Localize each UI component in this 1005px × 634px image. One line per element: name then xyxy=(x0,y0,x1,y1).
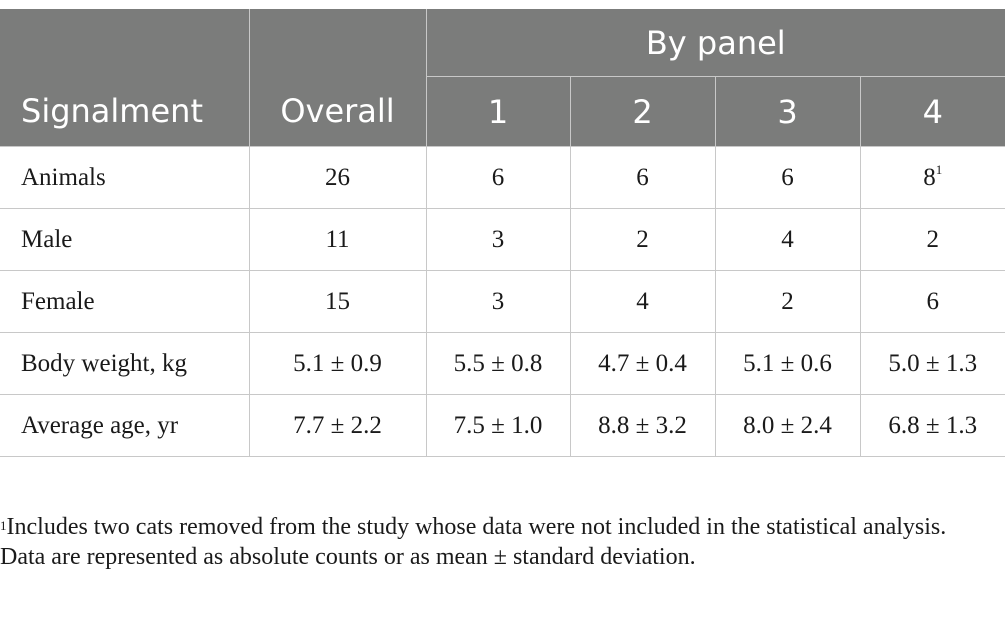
table-row-average-age: Average age, yr 7.7 ± 2.2 7.5 ± 1.0 8.8 … xyxy=(0,394,1005,457)
cell-panel-4: 6.8 ± 1.3 xyxy=(859,394,1005,457)
cell-overall: 11 xyxy=(248,208,427,271)
signalment-column-header: Signalment xyxy=(0,9,250,147)
cell-panel-3: 2 xyxy=(714,270,861,333)
cell-overall: 15 xyxy=(248,270,427,333)
panel-1-header: 1 xyxy=(425,76,571,147)
table-row-female: Female 15 3 4 2 6 xyxy=(0,270,1005,333)
row-label: Male xyxy=(0,208,250,271)
table-footnotes: 1Includes two cats removed from the stud… xyxy=(0,512,1000,572)
footnote-2: Data are represented as absolute counts … xyxy=(0,544,696,570)
cell-panel-1: 3 xyxy=(425,208,571,271)
row-label: Average age, yr xyxy=(0,394,250,457)
panel-2-header: 2 xyxy=(569,76,716,147)
overall-column-header: Overall xyxy=(248,9,427,147)
by-panel-group-header: By panel xyxy=(425,9,1005,77)
cell-panel-3: 4 xyxy=(714,208,861,271)
panel-4-header: 4 xyxy=(859,76,1005,147)
cell-panel-1: 7.5 ± 1.0 xyxy=(425,394,571,457)
row-label: Female xyxy=(0,270,250,333)
cell-panel-2: 2 xyxy=(569,208,716,271)
cell-panel-3: 6 xyxy=(714,146,861,209)
cell-panel-4: 5.0 ± 1.3 xyxy=(859,332,1005,395)
header-row-top: Signalment Overall By panel xyxy=(0,9,1005,147)
cell-panel-1: 5.5 ± 0.8 xyxy=(425,332,571,395)
cell-overall: 26 xyxy=(248,146,427,209)
cell-overall: 5.1 ± 0.9 xyxy=(248,332,427,395)
footnote-marker: 1 xyxy=(0,518,7,533)
header-row-panels: 1 2 3 4 xyxy=(0,76,1005,147)
cell-panel-2: 8.8 ± 3.2 xyxy=(569,394,716,457)
table-row-male: Male 11 3 2 4 2 xyxy=(0,208,1005,271)
cell-panel-3: 8.0 ± 2.4 xyxy=(714,394,861,457)
table-header: Signalment Overall By panel 1 2 3 4 xyxy=(0,9,1005,147)
cell-panel-4: 81 xyxy=(859,146,1005,209)
cell-panel-2: 6 xyxy=(569,146,716,209)
footnote-1-text: Includes two cats removed from the study… xyxy=(6,514,947,540)
cell-panel-1: 3 xyxy=(425,270,571,333)
row-label: Animals xyxy=(0,146,250,209)
panel-3-header: 3 xyxy=(714,76,861,147)
cell-value: 8 xyxy=(923,163,936,191)
footnote-marker: 1 xyxy=(935,161,943,177)
cell-panel-1: 6 xyxy=(425,146,571,209)
signalment-table: Signalment Overall By panel 1 2 3 4 Anim… xyxy=(0,9,1005,457)
footnote-1: 1Includes two cats removed from the stud… xyxy=(0,512,1000,542)
table-row-animals: Animals 26 6 6 6 81 xyxy=(0,146,1005,209)
cell-panel-4: 6 xyxy=(859,270,1005,333)
table-body: Animals 26 6 6 6 81 Male 11 3 2 4 2 Fema… xyxy=(0,146,1005,457)
cell-panel-2: 4 xyxy=(569,270,716,333)
cell-overall: 7.7 ± 2.2 xyxy=(248,394,427,457)
table-row-body-weight: Body weight, kg 5.1 ± 0.9 5.5 ± 0.8 4.7 … xyxy=(0,332,1005,395)
cell-panel-3: 5.1 ± 0.6 xyxy=(714,332,861,395)
cell-panel-4: 2 xyxy=(859,208,1005,271)
row-label: Body weight, kg xyxy=(0,332,250,395)
cell-panel-2: 4.7 ± 0.4 xyxy=(569,332,716,395)
